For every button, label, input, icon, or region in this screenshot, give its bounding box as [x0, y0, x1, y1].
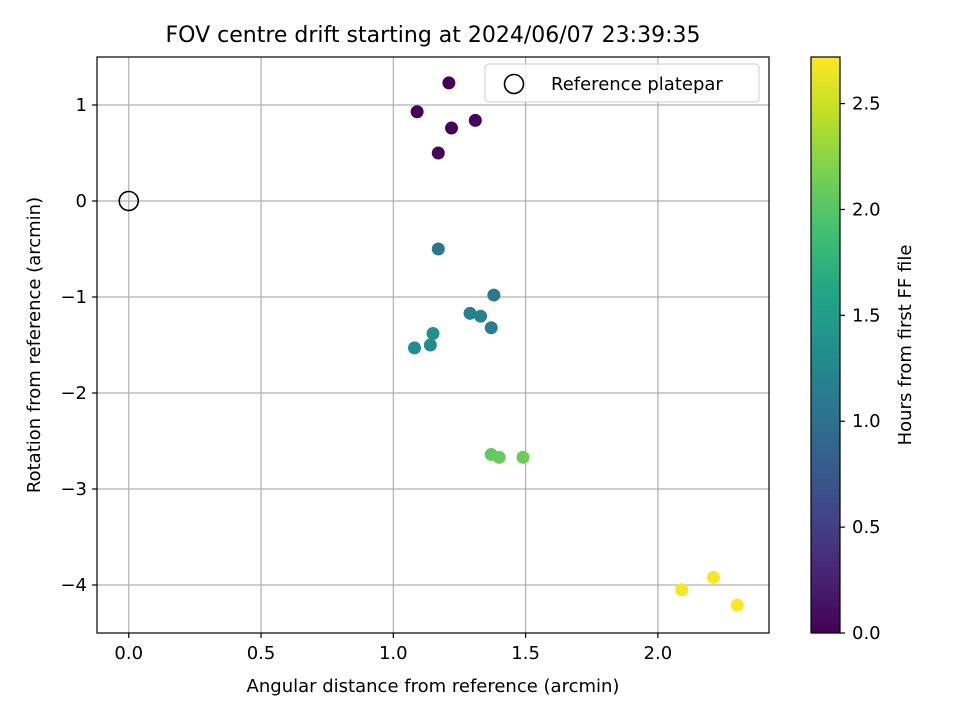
y-tick-label: 0 — [76, 191, 87, 212]
data-point — [410, 105, 424, 119]
data-point — [730, 598, 744, 612]
data-point — [463, 306, 477, 320]
y-axis-label: Rotation from reference (arcmin) — [24, 197, 45, 493]
x-tick-label: 1.0 — [379, 643, 408, 664]
data-point — [468, 113, 482, 127]
y-tick-label: −2 — [60, 383, 87, 404]
data-point — [487, 288, 501, 302]
legend-entry-label: Reference platepar — [551, 74, 723, 95]
data-point — [706, 570, 720, 584]
data-point — [484, 321, 498, 335]
data-point — [423, 338, 437, 352]
data-point — [675, 583, 689, 597]
colorbar-tick-label: 0.5 — [852, 517, 881, 538]
colorbar-tick-label: 1.5 — [852, 305, 881, 326]
colorbar-tick-label: 0.0 — [852, 623, 881, 644]
colorbar-tick-label: 2.5 — [852, 94, 881, 115]
colorbar-frame — [810, 56, 841, 634]
data-point — [442, 76, 456, 90]
colorbar-tick-label: 1.0 — [852, 411, 881, 432]
data-point — [474, 309, 488, 323]
plot-area: 0.0 0.5 1.0 1.5 2.0 1 0 −1 −2 −3 −4 — [60, 56, 770, 664]
x-tick-label: 1.5 — [511, 643, 540, 664]
chart-title: FOV centre drift starting at 2024/06/07 … — [166, 23, 701, 48]
colorbar-label: Hours from first FF file — [895, 245, 916, 446]
y-gridlines — [97, 104, 769, 586]
x-tick-label: 0.0 — [114, 643, 143, 664]
data-point — [445, 121, 459, 135]
data-point — [407, 341, 421, 355]
y-tick-label: −1 — [60, 287, 87, 308]
y-tick-label: −4 — [60, 575, 87, 596]
x-axis-label: Angular distance from reference (arcmin) — [247, 676, 620, 697]
x-gridlines — [128, 57, 659, 633]
scatter-points — [407, 76, 744, 612]
data-point — [516, 450, 530, 464]
y-tick-label: 1 — [76, 95, 87, 116]
x-tick-label: 0.5 — [247, 643, 276, 664]
plot-frame — [96, 56, 770, 634]
colorbar-ticks: 0.0 0.5 1.0 1.5 2.0 2.5 — [840, 94, 881, 644]
x-axis-ticks: 0.0 0.5 1.0 1.5 2.0 — [114, 633, 672, 664]
legend-open-circle-icon — [503, 73, 525, 95]
data-point — [492, 450, 506, 464]
y-tick-label: −3 — [60, 479, 87, 500]
data-point — [431, 242, 445, 256]
colorbar-tick-label: 2.0 — [852, 199, 881, 220]
colorbar-gradient — [811, 57, 840, 633]
x-tick-label: 2.0 — [644, 643, 673, 664]
y-axis-ticks: 1 0 −1 −2 −3 −4 — [60, 95, 97, 596]
legend: Reference platepar — [484, 63, 760, 103]
legend-box — [484, 63, 760, 103]
reference-platepar-marker — [118, 190, 140, 212]
data-point — [431, 146, 445, 160]
colorbar: 0.0 0.5 1.0 1.5 2.0 2.5 Hours from first FF f… — [810, 56, 916, 644]
data-point — [426, 326, 440, 340]
